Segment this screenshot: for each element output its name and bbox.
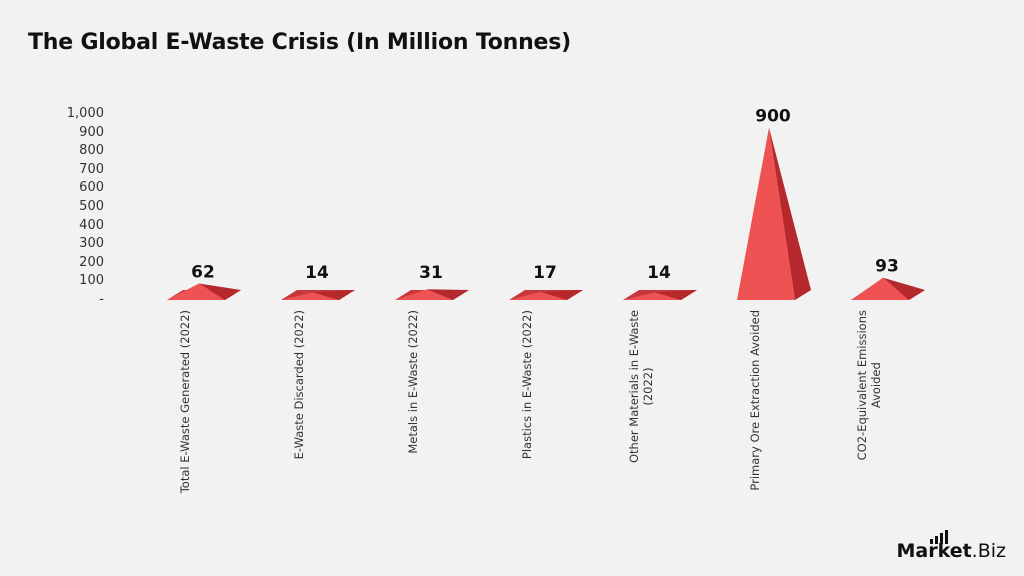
category-label: Metals in E-Waste (2022) <box>406 310 420 454</box>
pyramid-side-face <box>541 290 583 300</box>
pyramid-front-face <box>395 289 453 300</box>
category-label: Total E-Waste Generated (2022) <box>178 310 192 494</box>
pyramid-side-face <box>427 289 469 300</box>
pyramid-front-face <box>281 292 339 300</box>
y-tick-label: 100 <box>79 273 104 289</box>
value-label: 14 <box>647 263 671 283</box>
category-label: Plastics in E-Waste (2022) <box>520 310 534 459</box>
y-tick-label: 800 <box>79 143 104 159</box>
category-label: (2022) <box>641 367 655 405</box>
pyramid-bar <box>395 289 469 300</box>
value-label: 17 <box>533 263 557 283</box>
pyramid-side-face <box>769 127 811 300</box>
value-label: 900 <box>755 107 791 127</box>
y-tick-label: 200 <box>79 254 104 270</box>
y-tick-label: 600 <box>79 180 104 196</box>
pyramid-side-face <box>883 277 925 300</box>
category-label: E-Waste Discarded (2022) <box>292 310 306 459</box>
pyramid-front-face <box>623 292 681 300</box>
value-label: 62 <box>191 262 215 282</box>
pyramid-bar <box>851 277 925 300</box>
value-label: 14 <box>305 263 329 283</box>
category-label: Avoided <box>869 362 883 408</box>
y-tick-label: 500 <box>79 199 104 214</box>
y-tick-label: 700 <box>79 161 104 177</box>
chart-title: The Global E-Waste Crisis (In Million To… <box>28 30 572 55</box>
logo-bars-icon <box>930 530 949 544</box>
value-label: 31 <box>419 263 443 283</box>
y-tick-label: 300 <box>79 236 104 252</box>
y-tick-label: 400 <box>79 217 104 233</box>
y-tick-label: - <box>99 292 104 307</box>
y-axis: 1,000 900 800 700 600 500 400 300 200 100 - <box>0 0 104 576</box>
logo-text-biz: .Biz <box>971 540 1006 562</box>
pyramid-front-face <box>167 283 225 300</box>
pyramid-side-face <box>199 283 241 300</box>
y-tick-label: 1,000 <box>66 106 104 121</box>
pyramid-bar <box>167 283 241 300</box>
category-label: Other Materials in E-Waste <box>627 310 641 463</box>
y-tick-label: 900 <box>79 124 104 140</box>
pyramid-bar <box>737 127 811 300</box>
brand-logo: Market .Biz <box>896 530 1006 562</box>
pyramid-front-face <box>737 127 795 300</box>
pyramid-side-face <box>313 290 355 300</box>
category-label: Primary Ore Extraction Avoided <box>748 310 762 491</box>
pyramid-front-face <box>509 291 567 300</box>
pyramid-bar <box>281 290 355 300</box>
pyramid-side-face <box>655 290 697 300</box>
logo-text-market: Market <box>896 540 972 562</box>
pyramid-bar <box>509 290 583 300</box>
pyramid-bar <box>623 290 697 300</box>
pyramid-front-face <box>851 277 909 300</box>
category-label: CO2-Equivalent Emissions <box>855 310 869 460</box>
value-label: 93 <box>875 257 899 277</box>
